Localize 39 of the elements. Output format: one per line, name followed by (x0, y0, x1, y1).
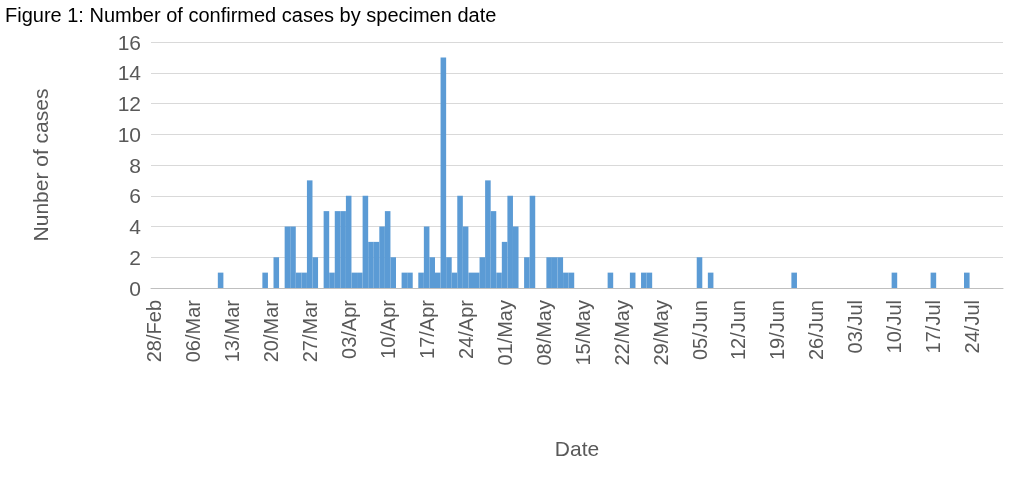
y-tick-label: 10 (117, 122, 141, 146)
x-tick-label: 10/Apr (376, 299, 399, 359)
bar (262, 272, 268, 288)
x-tick-label: 19/Jun (766, 300, 789, 361)
x-tick-label: 24/Apr (454, 299, 477, 359)
bar (273, 257, 280, 288)
x-tick-label: 22/May (610, 300, 633, 366)
bar (791, 272, 797, 288)
chart-title: Figure 1: Number of confirmed cases by specimen date (5, 4, 497, 26)
y-tick-label: 14 (117, 61, 142, 85)
y-tick-label: 0 (129, 276, 141, 300)
x-tick-label: 13/Mar (220, 299, 243, 363)
x-tick-label: 17/Apr (415, 299, 438, 359)
x-tick-label: 10/Jul (883, 300, 906, 354)
x-tick-label: 15/May (571, 300, 594, 366)
x-tick-label: 17/Jul (922, 300, 945, 354)
x-tick-label: 26/Jun (805, 300, 828, 361)
y-axis-title: Nunber of cases (29, 88, 52, 242)
y-tick-label: 8 (129, 153, 141, 177)
x-tick-label: 29/May (649, 300, 672, 366)
x-tick-label: 28/Feb (142, 300, 165, 363)
x-tick-label: 06/Mar (181, 299, 204, 363)
bar (696, 257, 703, 288)
x-tick-label: 20/Mar (259, 299, 282, 363)
x-tick-label: 12/Jun (727, 300, 750, 361)
x-tick-label: 03/Jul (844, 300, 867, 354)
y-tick-label: 12 (117, 92, 141, 115)
y-tick-label: 2 (129, 245, 141, 269)
x-tick-label: 08/May (532, 300, 555, 366)
y-tick-label: 6 (129, 184, 141, 208)
bar (964, 272, 970, 288)
x-tick-label: 01/May (493, 300, 516, 366)
x-tick-label: 03/Apr (337, 299, 360, 359)
y-tick-label: 16 (117, 30, 141, 54)
x-tick-label: 27/Mar (298, 299, 321, 363)
x-axis-title: Date (554, 437, 600, 460)
x-tick-label: 05/Jun (688, 300, 711, 361)
y-tick-label: 4 (129, 215, 142, 238)
x-tick-label: 24/Jul (961, 300, 984, 354)
